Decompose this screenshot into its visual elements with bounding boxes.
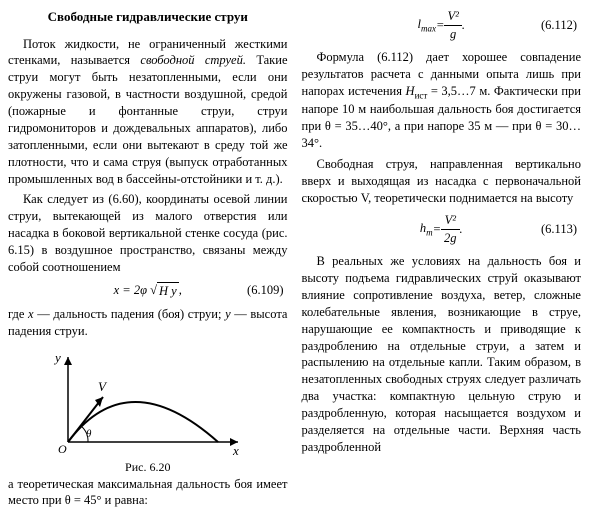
eq112-number: (6.112) (541, 17, 577, 34)
axis-x-label: x (232, 443, 239, 457)
paragraph-4: Формула (6.112) дает хорошее совпадение … (302, 49, 582, 152)
eq109-radicand: H y (157, 282, 179, 300)
p4-Hsub: ист (415, 90, 428, 100)
paragraph-3: а теоретическая максимальная дальность б… (8, 476, 288, 510)
term-free-jet: свободной струей. (140, 53, 246, 67)
eq109-root: √ (147, 282, 157, 299)
figure-svg: y x V θ O (48, 347, 248, 457)
eq112-denom: g (444, 26, 461, 43)
paragraph-2: Как следует из (6.60), координаты осевой… (8, 191, 288, 275)
figure-caption: Рис. 6.20 (8, 459, 288, 475)
eq112-numer: V² (444, 8, 461, 26)
paragraph-1: Поток жидкости, не ограниченный жесткими… (8, 36, 288, 188)
eq113-numer: V² (441, 212, 460, 230)
eq113-number: (6.113) (541, 221, 577, 238)
equation-6-113: hт = V² 2g . (6.113) (302, 212, 582, 247)
eq109-tail: , (179, 282, 182, 299)
eq112-sub: max (421, 24, 436, 34)
p4-H: H (406, 84, 415, 98)
equation-6-112: lmax = V² g . (6.112) (302, 8, 582, 43)
figure-6-20: y x V θ O Рис. 6.20 (8, 347, 288, 475)
eq109-lhs: x = 2φ (114, 282, 147, 299)
paragraph-6: В реальных же условиях на дальность боя … (302, 253, 582, 456)
eq113-tail: . (460, 221, 463, 238)
eq112-frac: V² g (444, 8, 461, 43)
velocity-label: V (98, 379, 108, 394)
where-line: где x — дальность падения (боя) струи; y… (8, 306, 288, 340)
eq113-denom: 2g (441, 230, 460, 247)
where-a: где (8, 307, 28, 321)
eq112-tail: . (462, 17, 465, 34)
eq112-eq: = (436, 17, 444, 34)
eq113-frac: V² 2g (441, 212, 460, 247)
section-title: Свободные гидравлические струи (8, 8, 288, 26)
paragraph-5: Свободная струя, направленная вертикальн… (302, 156, 582, 207)
p1-b: Такие струи могут быть незатопленными, е… (8, 53, 288, 185)
origin-label: O (58, 442, 67, 456)
where-b: — дальность падения (боя) струи; (34, 307, 226, 321)
angle-label: θ (86, 428, 92, 440)
axis-y-label: y (53, 350, 61, 365)
eq113-eq: = (433, 221, 441, 238)
equation-6-109: x = 2φ √H y, (6.109) (8, 282, 288, 300)
eq109-number: (6.109) (247, 282, 283, 299)
